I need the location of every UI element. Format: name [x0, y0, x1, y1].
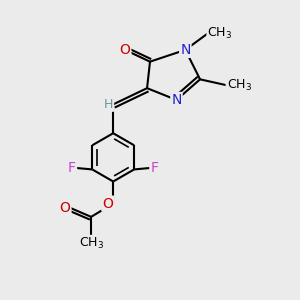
Text: O: O [102, 196, 113, 211]
Text: N: N [180, 43, 190, 57]
Text: N: N [171, 93, 182, 107]
Text: H: H [104, 98, 113, 111]
Text: CH$_3$: CH$_3$ [207, 26, 232, 41]
Text: F: F [68, 161, 76, 175]
Text: CH$_3$: CH$_3$ [226, 78, 252, 93]
Text: F: F [150, 161, 158, 175]
Text: CH$_3$: CH$_3$ [79, 236, 104, 251]
Text: O: O [60, 201, 70, 215]
Text: O: O [119, 43, 130, 57]
